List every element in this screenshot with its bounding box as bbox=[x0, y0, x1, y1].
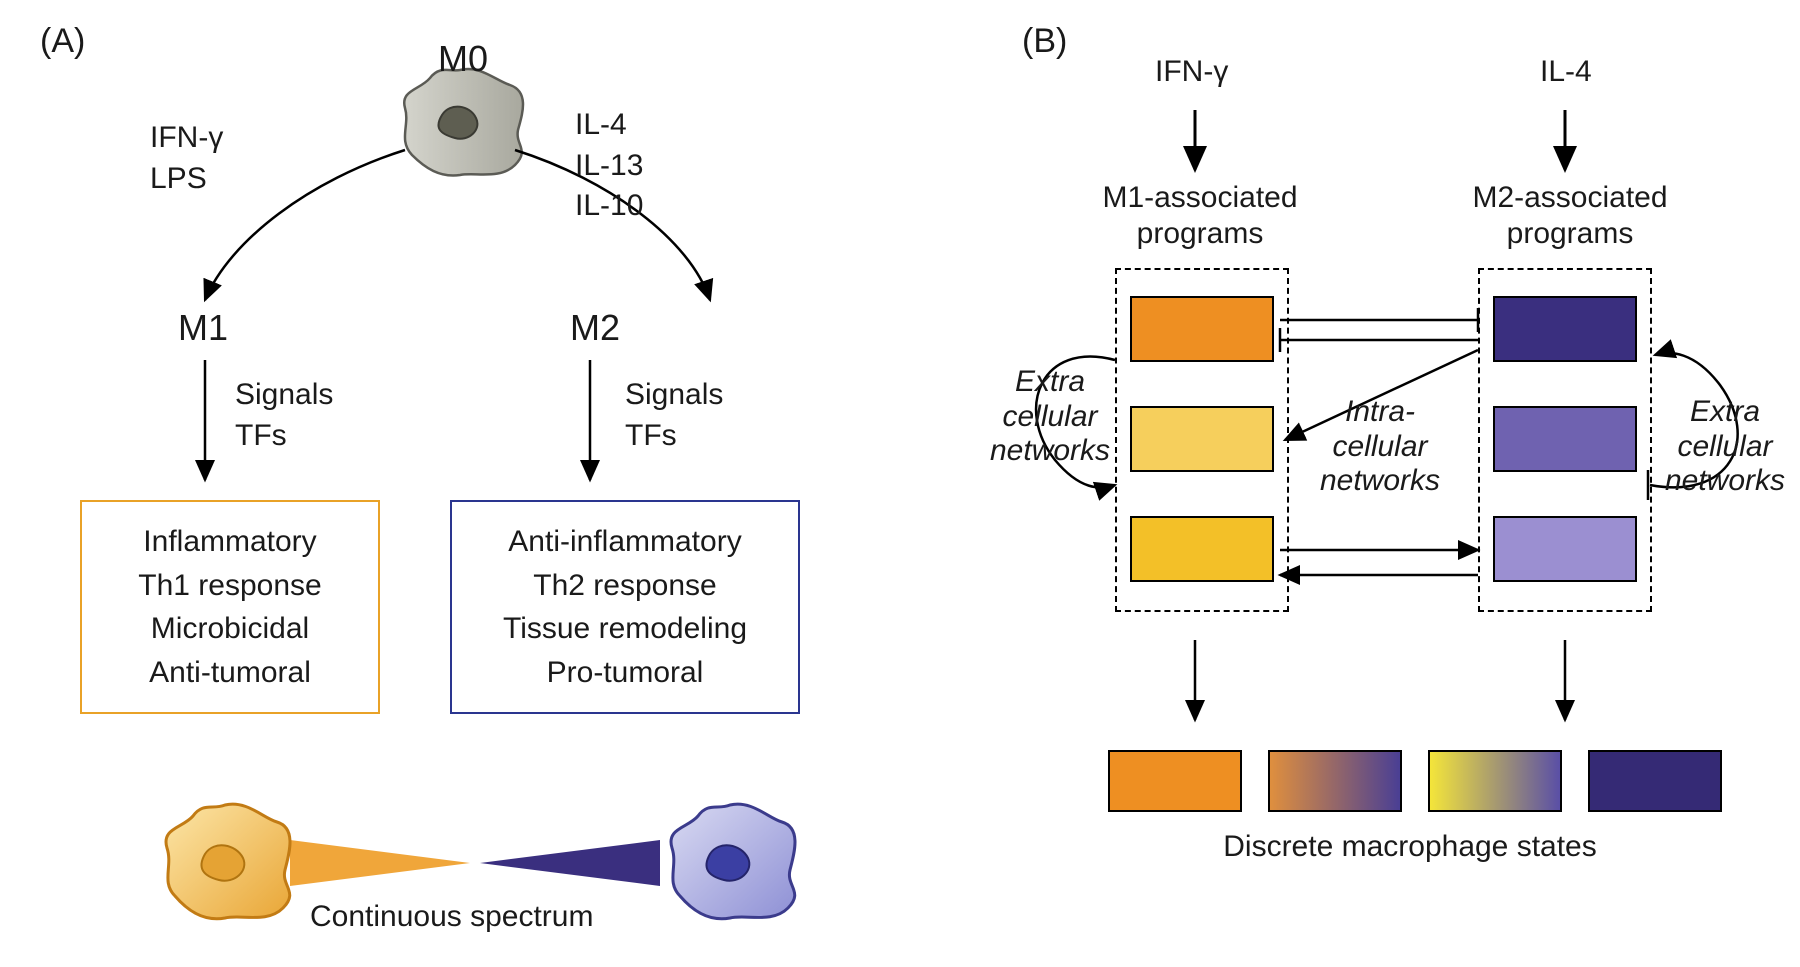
m0-label: M0 bbox=[438, 38, 488, 80]
signals-line: Signals bbox=[625, 375, 723, 416]
intra-label: Intra- cellular networks bbox=[1310, 395, 1450, 499]
b-right-stim: IL-4 bbox=[1540, 55, 1592, 89]
stim-lps: LPS bbox=[150, 159, 223, 200]
spectrum-label: Continuous spectrum bbox=[310, 900, 593, 934]
m2-prog-2 bbox=[1493, 406, 1637, 472]
m1-prog-1 bbox=[1130, 296, 1274, 362]
m2-out-3: Pro-tumoral bbox=[480, 651, 770, 695]
m1-out-1: Th1 response bbox=[110, 564, 350, 608]
m1-out-3: Anti-tumoral bbox=[110, 651, 350, 695]
m2-out-1: Th2 response bbox=[480, 564, 770, 608]
m1-out-2: Microbicidal bbox=[110, 607, 350, 651]
extra-right-label: Extra cellular networks bbox=[1655, 395, 1795, 499]
stim-il10: IL-10 bbox=[575, 186, 643, 227]
states-label: Discrete macrophage states bbox=[1170, 830, 1650, 864]
m2-label: M2 bbox=[570, 307, 620, 349]
stim-il13: IL-13 bbox=[575, 146, 643, 187]
m1-out-0: Inflammatory bbox=[110, 520, 350, 564]
m2-out-0: Anti-inflammatory bbox=[480, 520, 770, 564]
m1-programs-title: M1-associated programs bbox=[1080, 180, 1320, 252]
m1-outcome-box: Inflammatory Th1 response Microbicidal A… bbox=[80, 500, 380, 714]
m1-prog-2 bbox=[1130, 406, 1274, 472]
m1-signals: Signals TFs bbox=[235, 375, 333, 456]
panel-a-left-stimuli: IFN-γ LPS bbox=[150, 118, 223, 199]
panel-a-right-stimuli: IL-4 IL-13 IL-10 bbox=[575, 105, 643, 227]
stim-il4: IL-4 bbox=[575, 105, 643, 146]
m2-prog-1 bbox=[1493, 296, 1637, 362]
stim-ifng: IFN-γ bbox=[150, 118, 223, 159]
extra-left-label: Extra cellular networks bbox=[990, 365, 1110, 469]
state-4 bbox=[1588, 750, 1722, 812]
m2-out-2: Tissue remodeling bbox=[480, 607, 770, 651]
m2-programs-title: M2-associated programs bbox=[1445, 180, 1695, 252]
b-left-stim: IFN-γ bbox=[1155, 55, 1228, 89]
m2-prog-3 bbox=[1493, 516, 1637, 582]
signals-line: Signals bbox=[235, 375, 333, 416]
m2-signals: Signals TFs bbox=[625, 375, 723, 456]
m1-label: M1 bbox=[178, 307, 228, 349]
m2-outcome-box: Anti-inflammatory Th2 response Tissue re… bbox=[450, 500, 800, 714]
state-3 bbox=[1428, 750, 1562, 812]
tfs-line: TFs bbox=[625, 416, 723, 457]
figure-root: (A) (B) bbox=[0, 0, 1800, 967]
state-1 bbox=[1108, 750, 1242, 812]
state-2 bbox=[1268, 750, 1402, 812]
tfs-line: TFs bbox=[235, 416, 333, 457]
m1-prog-3 bbox=[1130, 516, 1274, 582]
